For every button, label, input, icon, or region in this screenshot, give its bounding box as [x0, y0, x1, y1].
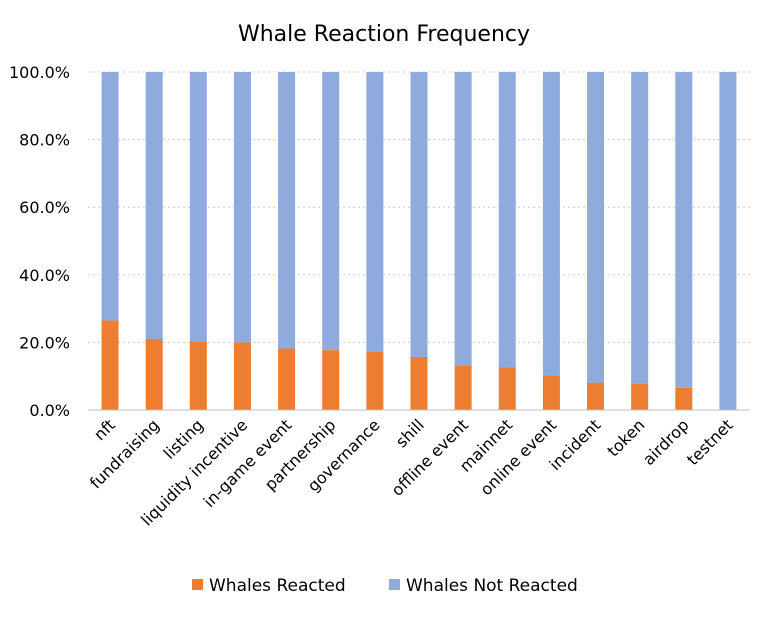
legend-label-whales-reacted: Whales Reacted — [209, 576, 346, 596]
chart-title: Whale Reaction Frequency — [238, 22, 530, 47]
bar-whales-not-reacted — [366, 72, 384, 352]
bar-whales-not-reacted — [101, 72, 119, 321]
bar-whales-reacted — [631, 383, 649, 410]
bar-whales-not-reacted — [145, 72, 163, 340]
bar-whales-reacted — [366, 351, 384, 410]
y-axis-ticks: 0.0% 20.0% 40.0% 60.0% 80.0% 100.0% — [9, 63, 70, 420]
bar-whales-reacted — [498, 367, 516, 410]
legend: Whales Reacted Whales Not Reacted — [192, 576, 578, 596]
legend-swatch-whales-not-reacted — [389, 579, 400, 590]
bar-whales-reacted — [542, 375, 560, 410]
bar-whales-not-reacted — [675, 72, 693, 388]
legend-swatch-whales-reacted — [192, 579, 203, 590]
bar-whales-reacted — [587, 382, 605, 410]
bars — [101, 72, 737, 410]
bar-whales-not-reacted — [278, 72, 296, 349]
bar-whales-not-reacted — [410, 72, 428, 357]
x-tick-label: nft — [90, 415, 119, 444]
y-tick-label: 40.0% — [19, 266, 70, 285]
x-tick-label: testnet — [683, 415, 737, 469]
bar-whales-not-reacted — [542, 72, 560, 376]
x-tick-label: airdrop — [639, 415, 693, 469]
y-tick-label: 100.0% — [9, 63, 70, 82]
y-tick-label: 80.0% — [19, 131, 70, 150]
bar-whales-reacted — [189, 341, 207, 410]
bar-whales-reacted — [278, 348, 296, 410]
bar-whales-not-reacted — [233, 72, 251, 343]
bar-whales-not-reacted — [322, 72, 340, 351]
bar-whales-reacted — [322, 350, 340, 410]
y-tick-label: 60.0% — [19, 198, 70, 217]
bar-whales-reacted — [410, 356, 428, 410]
bar-whales-not-reacted — [631, 72, 649, 384]
bar-whales-not-reacted — [498, 72, 516, 368]
legend-label-whales-not-reacted: Whales Not Reacted — [406, 576, 578, 596]
bar-whales-not-reacted — [587, 72, 605, 383]
y-tick-label: 0.0% — [29, 401, 70, 420]
bar-whales-reacted — [233, 342, 251, 410]
y-tick-label: 20.0% — [19, 333, 70, 352]
bar-whales-reacted — [454, 365, 472, 410]
bar-whales-reacted — [675, 387, 693, 410]
bar-whales-not-reacted — [719, 72, 737, 410]
x-tick-label: shill — [392, 415, 428, 451]
bar-whales-reacted — [145, 339, 163, 410]
bar-whales-not-reacted — [454, 72, 472, 366]
bar-whales-not-reacted — [189, 72, 207, 342]
bar-whales-reacted — [101, 320, 119, 410]
